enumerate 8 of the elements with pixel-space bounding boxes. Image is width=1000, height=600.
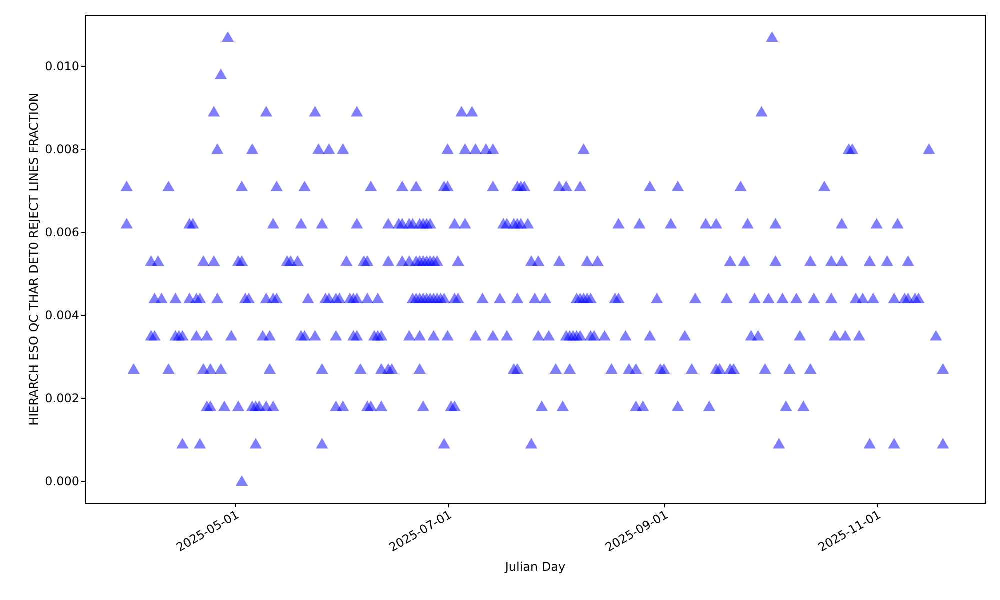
y-tick-label: 0.004 bbox=[45, 308, 80, 323]
x-axis-title: Julian Day bbox=[504, 560, 566, 574]
y-tick-label: 0.010 bbox=[45, 60, 80, 74]
y-axis-title: HIERARCH ESO QC THAR DET0 REJECT LINES FRACTION bbox=[27, 93, 42, 426]
y-tick-label: 0.002 bbox=[45, 392, 80, 406]
y-tick-label: 0.000 bbox=[45, 474, 80, 489]
y-tick-label: 0.008 bbox=[45, 142, 80, 157]
y-tick-label: 0.006 bbox=[45, 226, 80, 240]
